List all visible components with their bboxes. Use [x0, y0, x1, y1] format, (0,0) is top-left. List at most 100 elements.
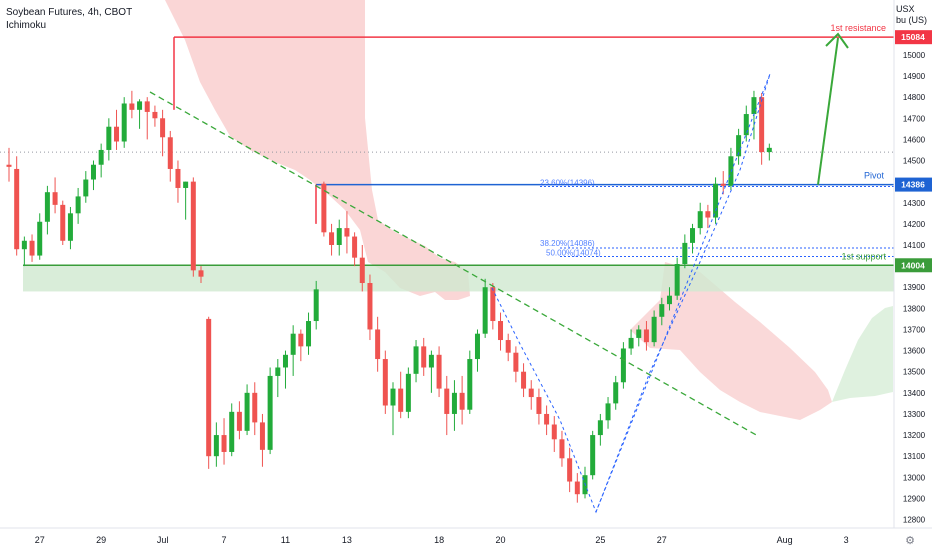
candle-up — [405, 373, 411, 412]
cloud-segment-red — [630, 262, 832, 420]
candle-up — [229, 411, 235, 452]
price-tick-label: 14700 — [903, 114, 926, 123]
candle-down — [643, 329, 649, 343]
candle-up — [336, 228, 342, 245]
level-name-label: Pivot — [864, 171, 885, 181]
candle-down — [720, 183, 726, 186]
price-tick-label: 12900 — [903, 494, 926, 503]
level-labels: 15084 14386 14004 1st resistance Pivot 1st su… — [540, 23, 932, 273]
price-tick-label: 13500 — [903, 368, 926, 377]
support-zone-band — [23, 265, 894, 292]
candle-up — [597, 420, 603, 436]
candle-up — [474, 333, 480, 360]
support-zone — [23, 265, 894, 292]
candle-up — [766, 147, 772, 153]
price-tick-label: 15000 — [903, 51, 926, 60]
candle-down — [221, 435, 227, 452]
candle-down — [444, 388, 450, 414]
candle-down — [252, 392, 258, 423]
candle-down — [129, 103, 135, 110]
candle-down — [52, 192, 58, 205]
fib-diagonal — [595, 73, 771, 513]
candle-down — [574, 481, 580, 495]
time-tick-label: 3 — [844, 535, 849, 545]
price-tick-label: 14500 — [903, 157, 926, 166]
time-tick-label: 20 — [496, 535, 506, 545]
candle-down — [352, 236, 358, 258]
level-name-label: 1st support — [841, 251, 886, 261]
price-axis[interactable]: 12800 12900 13000 13100 13200 13300 13400 13500… — [903, 51, 926, 525]
candle-down — [206, 318, 212, 457]
candle-down — [536, 397, 542, 414]
candle-up — [267, 375, 273, 450]
candle-up — [451, 392, 457, 414]
annotations — [149, 32, 849, 514]
price-tick-label: 13400 — [903, 389, 926, 398]
candle-down — [513, 352, 519, 372]
level-name-label: 1st resistance — [830, 23, 886, 33]
currency-label: USX — [896, 4, 915, 14]
cloud-segment-red — [165, 0, 470, 300]
candle-down — [498, 321, 504, 341]
candle-down — [367, 283, 373, 330]
candle-down — [551, 424, 557, 440]
time-tick-label: 7 — [222, 535, 227, 545]
time-tick-label: 29 — [96, 535, 106, 545]
price-tick-label: 13900 — [903, 283, 926, 292]
candle-up — [605, 403, 611, 421]
price-tick-label: 13600 — [903, 347, 926, 356]
price-tick-label: 14800 — [903, 93, 926, 102]
candle-down — [144, 101, 150, 112]
level-axis-badge — [895, 258, 932, 273]
candle-up — [674, 264, 680, 296]
candle-down — [459, 392, 465, 410]
candle-down — [236, 411, 242, 431]
candle-up — [90, 164, 96, 180]
time-axis[interactable]: 27 29 Jul 7 11 13 18 20 25 27 Aug 3 — [35, 535, 849, 545]
price-tick-label: 14300 — [903, 199, 926, 208]
price-tick-label: 14100 — [903, 241, 926, 250]
candle-down — [29, 240, 35, 256]
candle-down — [60, 204, 66, 241]
unit-label: USX bu (US) — [896, 4, 927, 26]
candle-down — [359, 257, 365, 284]
candle-down — [528, 388, 534, 398]
candle-down — [398, 388, 404, 412]
candle-up — [659, 304, 665, 317]
candle-up — [306, 321, 312, 347]
candle-up — [244, 392, 250, 431]
candle-down — [344, 228, 350, 237]
candle-up — [83, 179, 89, 197]
candle-up — [613, 382, 619, 404]
fib-swing-path — [491, 73, 771, 514]
candle-down — [190, 181, 196, 271]
candle-up — [620, 348, 626, 383]
time-tick-label: 27 — [657, 535, 667, 545]
fib-level-label: 50.00%(14074) — [546, 248, 601, 257]
candle-up — [275, 367, 281, 376]
candle-down — [152, 111, 158, 119]
candle-up — [37, 221, 43, 256]
candle-up — [651, 316, 657, 343]
level-axis-badge — [895, 177, 932, 192]
descending-trendline — [149, 91, 759, 437]
candle-down — [167, 137, 173, 169]
settings-gear-icon[interactable]: ⚙ — [905, 535, 915, 547]
time-tick-label: 11 — [281, 535, 290, 545]
candle-down — [567, 458, 573, 482]
candle-up — [482, 287, 488, 334]
candle-up — [98, 149, 104, 165]
candle-up — [636, 329, 642, 338]
candle-up — [743, 114, 749, 136]
level-axis-text: 14004 — [901, 260, 925, 270]
candle-down — [259, 422, 265, 450]
candle-down — [198, 270, 204, 277]
price-tick-label: 12800 — [903, 516, 926, 525]
candle-up — [697, 211, 703, 229]
candle-down — [160, 118, 166, 138]
candle-down — [375, 329, 381, 360]
time-tick-label: Jul — [157, 535, 169, 545]
candle-down — [759, 97, 765, 153]
candle-up — [313, 289, 319, 322]
